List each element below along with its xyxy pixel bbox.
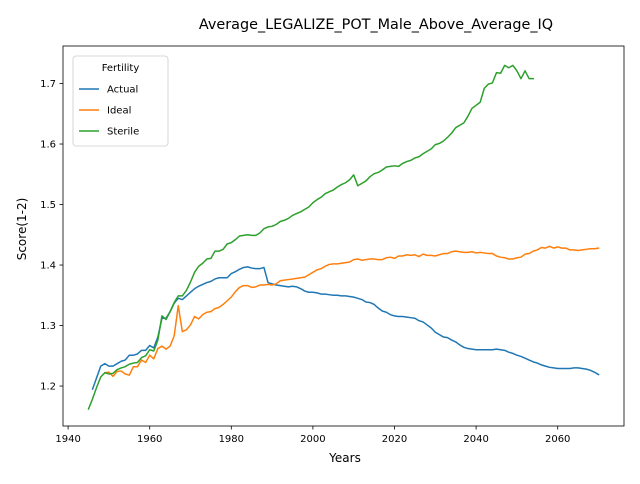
x-tick-label: 2060	[545, 434, 570, 445]
legend-label-actual: Actual	[107, 85, 138, 96]
x-tick-label: 1940	[55, 434, 80, 445]
y-ticks: 1.2 1.3 1.4 1.5 1.6 1.7	[40, 79, 63, 393]
y-axis-label: Score(1-2)	[15, 198, 29, 261]
legend-label-sterile: Sterile	[107, 127, 139, 138]
y-tick-label: 1.6	[40, 140, 56, 151]
series-line-sterile	[87, 64, 534, 411]
y-tick-label: 1.3	[40, 321, 56, 332]
x-ticks: 1940 1960 1980 2000 2020 2040 2060	[55, 426, 570, 445]
x-axis-label: Years	[328, 451, 361, 465]
legend-title: Fertility	[102, 63, 140, 74]
x-tick-label: 2040	[463, 434, 488, 445]
legend: Fertility Actual Ideal Sterile	[72, 55, 169, 147]
chart-title: Average_LEGALIZE_POT_Male_Above_Average_…	[199, 17, 553, 33]
x-tick-label: 1980	[219, 434, 244, 445]
series-layer	[87, 64, 600, 411]
legend-label-ideal: Ideal	[107, 106, 131, 117]
x-tick-label: 2020	[382, 434, 407, 445]
x-tick-label: 1960	[137, 434, 162, 445]
y-tick-label: 1.5	[40, 200, 56, 211]
y-tick-label: 1.4	[40, 261, 56, 272]
y-tick-label: 1.2	[40, 382, 56, 393]
y-tick-label: 1.7	[40, 79, 56, 90]
x-tick-label: 2000	[300, 434, 325, 445]
legend-box	[72, 55, 169, 147]
series-line-ideal	[103, 245, 600, 378]
series-line-actual	[91, 266, 600, 391]
